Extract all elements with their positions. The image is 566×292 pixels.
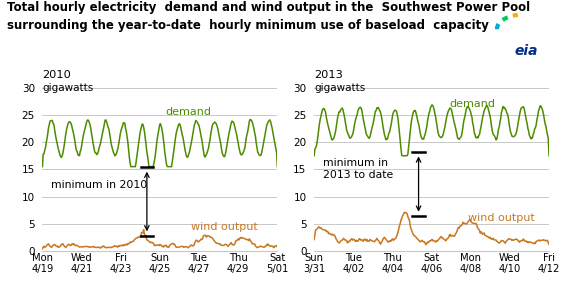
Text: Total hourly electricity  demand and wind output in the  Southwest Power Pool: Total hourly electricity demand and wind…	[7, 1, 530, 15]
Text: surrounding the year-to-date  hourly minimum use of baseload  capacity: surrounding the year-to-date hourly mini…	[7, 19, 488, 32]
Text: demand: demand	[165, 107, 211, 117]
Text: minimum in 2010: minimum in 2010	[52, 180, 148, 190]
Text: wind output: wind output	[191, 223, 258, 232]
Text: minimum in
2013 to date: minimum in 2013 to date	[323, 158, 393, 180]
Text: 2013: 2013	[314, 70, 343, 80]
Text: gigawatts: gigawatts	[42, 83, 94, 93]
Text: eia: eia	[514, 44, 538, 58]
Text: wind output: wind output	[468, 213, 534, 223]
Text: 2010: 2010	[42, 70, 71, 80]
Text: demand: demand	[449, 99, 496, 109]
Text: gigawatts: gigawatts	[314, 83, 366, 93]
